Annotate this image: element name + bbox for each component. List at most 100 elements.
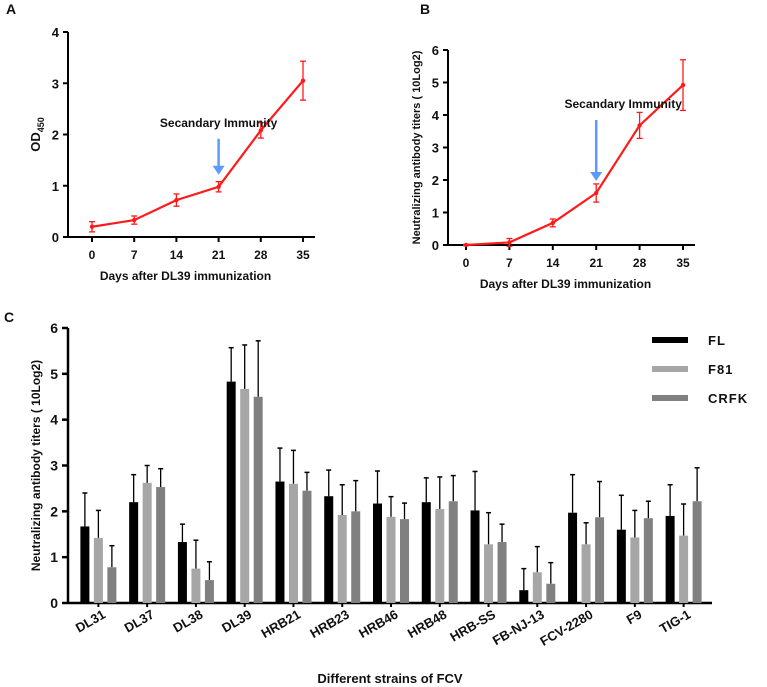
legend-swatch	[652, 337, 688, 343]
bar-crfk	[156, 487, 166, 603]
data-point	[300, 78, 306, 83]
bar-f81	[679, 535, 689, 603]
x-tick-label: TIG-1	[657, 607, 693, 637]
bar-fl	[421, 502, 431, 603]
data-point	[637, 123, 642, 128]
x-tick-label: HRB48	[405, 607, 449, 641]
data-point	[507, 240, 512, 245]
y-tick-label: 4	[432, 108, 440, 123]
bar-crfk	[302, 490, 312, 603]
bar-fl	[568, 512, 578, 603]
bar-fl	[519, 590, 529, 603]
y-tick-label: 1	[52, 179, 59, 194]
x-tick-label: HRB46	[356, 607, 400, 641]
y-tick-label: 0	[432, 238, 439, 253]
x-tick-label: 21	[590, 256, 604, 270]
data-point	[550, 220, 555, 226]
x-tick-label: 28	[254, 248, 268, 262]
y-tick-label: 6	[432, 43, 439, 58]
y-tick-label: 2	[52, 128, 59, 143]
data-point	[680, 82, 686, 88]
x-axis-label: Days after DL39 immunization	[480, 277, 651, 291]
x-tick-label: 14	[546, 256, 560, 270]
legend-swatch	[652, 395, 688, 401]
bar-fl	[470, 510, 480, 603]
x-axis-label: Different strains of FCV	[317, 671, 463, 686]
panel-label: C	[4, 309, 14, 325]
bar-f81	[93, 537, 103, 603]
series-line	[91, 79, 304, 228]
bar-f81	[484, 544, 494, 603]
x-tick-label: DL39	[219, 607, 254, 636]
y-tick-label: 3	[52, 76, 59, 91]
bar-fl	[665, 515, 675, 603]
legend-label: FL	[708, 333, 726, 348]
bar-fl	[616, 529, 626, 603]
x-tick-label: F9	[624, 607, 645, 628]
y-tick-label: 2	[432, 173, 439, 188]
panel-label: A	[6, 1, 16, 17]
bar-crfk	[204, 580, 214, 603]
x-tick-label: HRB23	[307, 607, 351, 641]
x-axis-label: Days after DL39 immunization	[100, 269, 271, 283]
legend-label: CRFK	[708, 391, 748, 406]
bar-f81	[630, 537, 640, 603]
legend-swatch	[652, 366, 688, 372]
y-tick-label: 4	[52, 25, 60, 40]
x-tick-label: DL38	[170, 607, 205, 636]
x-tick-label: 0	[89, 248, 96, 262]
y-tick-label: 1	[432, 206, 439, 221]
y-tick-label: 3	[50, 458, 58, 474]
bar-f81	[435, 509, 445, 603]
x-tick-label: 35	[296, 248, 310, 262]
bar-f81	[142, 482, 152, 603]
bar-f81	[240, 388, 250, 603]
y-tick-label: 3	[432, 141, 439, 156]
bar-fl	[275, 481, 285, 603]
bar-crfk	[448, 501, 458, 603]
bar-fl	[129, 502, 139, 603]
x-tick-label: 14	[170, 248, 184, 262]
bar-crfk	[497, 542, 507, 603]
data-point	[463, 242, 469, 248]
y-tick-label: 5	[432, 76, 439, 91]
bar-crfk	[643, 518, 653, 603]
y-axis-label: Neutralizing antibody titers ( 10Log2)	[29, 360, 43, 571]
bar-crfk	[546, 583, 556, 603]
bar-crfk	[107, 567, 117, 603]
x-tick-label: 7	[506, 256, 513, 270]
x-tick-label: 28	[633, 256, 647, 270]
y-tick-label: 6	[50, 320, 58, 336]
x-tick-label: HRB-SS	[447, 606, 498, 644]
y-tick-label: 5	[50, 366, 58, 382]
x-tick-label: DL31	[73, 607, 108, 636]
y-tick-label: 0	[52, 230, 59, 245]
data-point	[216, 184, 221, 189]
bar-crfk	[351, 511, 361, 603]
panel-label: B	[420, 1, 430, 17]
y-tick-label: 0	[50, 595, 58, 611]
x-tick-label: 35	[676, 256, 690, 270]
bar-crfk	[595, 517, 605, 603]
x-tick-label: 0	[463, 256, 470, 270]
y-tick-label: 2	[50, 503, 58, 519]
annotation-text: Secandary Immunity	[160, 116, 278, 130]
data-point	[594, 190, 599, 196]
annotation-text: Secandary Immunity	[565, 97, 683, 111]
bar-f81	[288, 483, 298, 603]
y-axis-label: OD450	[28, 117, 46, 152]
bar-fl	[177, 542, 187, 603]
bar-f81	[337, 515, 347, 603]
bar-f81	[532, 572, 542, 603]
y-axis-label: Neutralizing antibody titers ( 10Log2)	[411, 50, 423, 244]
x-tick-label: HRB21	[259, 607, 303, 641]
series-line	[465, 84, 684, 247]
arrow-head-icon	[590, 172, 603, 181]
bar-fl	[226, 381, 236, 603]
bar-f81	[191, 568, 201, 603]
x-tick-label: FB-NJ-13	[490, 607, 547, 649]
x-tick-label: 7	[131, 248, 138, 262]
bar-crfk	[692, 501, 702, 603]
